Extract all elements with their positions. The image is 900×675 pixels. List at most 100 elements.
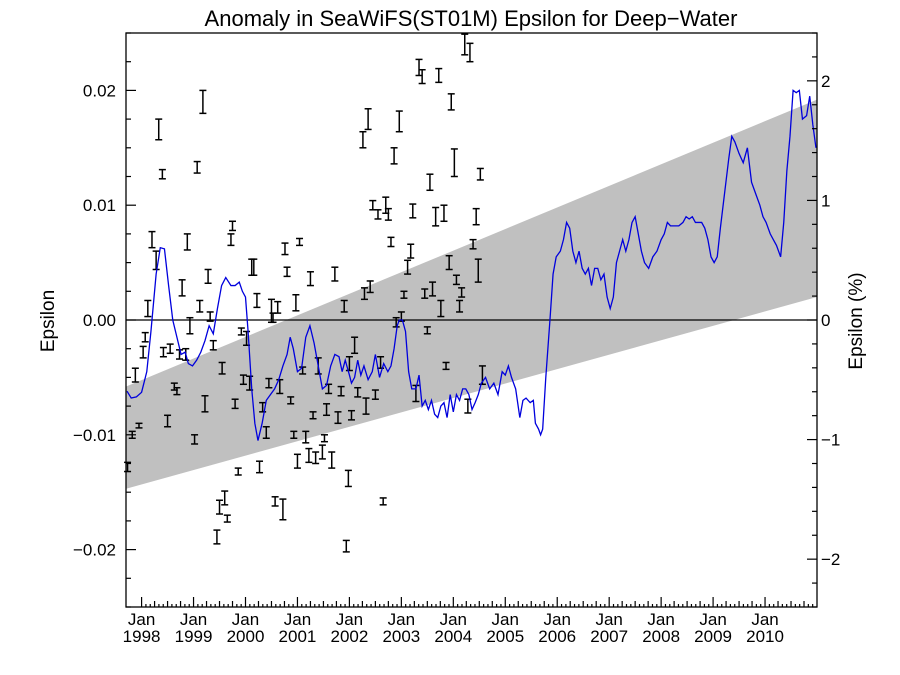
errorbar-point xyxy=(421,288,429,299)
y-right-tick-label: 2 xyxy=(821,72,830,91)
x-tick-year-label: 1999 xyxy=(175,627,213,646)
x-tick-year-label: 2002 xyxy=(330,627,368,646)
errorbar-point xyxy=(262,426,270,439)
x-tick-month-label: Jan xyxy=(336,610,363,629)
errorbar-point xyxy=(250,258,258,276)
errorbar-point xyxy=(281,242,289,256)
x-tick-month-label: Jan xyxy=(544,610,571,629)
x-tick-year-label: 2008 xyxy=(642,627,680,646)
errorbar-point xyxy=(178,279,186,297)
errorbar-point xyxy=(131,367,139,383)
errorbar-point xyxy=(199,89,207,115)
errorbar-point xyxy=(392,316,400,328)
x-tick-month-label: Jan xyxy=(284,610,311,629)
y-right-tick-label: 0 xyxy=(821,311,830,330)
errorbar-point xyxy=(318,444,326,460)
errorbar-point xyxy=(164,414,172,428)
chart-title: Anomaly in SeaWiFS(ST01M) Epsilon for De… xyxy=(205,6,738,31)
y-right-tick-label: −1 xyxy=(821,431,840,450)
errorbar-point xyxy=(152,250,160,271)
errorbar-point xyxy=(234,467,242,476)
errorbar-point xyxy=(148,230,156,249)
x-tick-year-label: 2001 xyxy=(279,627,317,646)
errorbar-point xyxy=(320,434,328,443)
x-tick-month-label: Jan xyxy=(492,610,519,629)
errorbar-point xyxy=(141,331,149,343)
errorbar-point xyxy=(323,403,331,417)
errorbar-point xyxy=(435,67,443,84)
x-tick-month-label: Jan xyxy=(699,610,726,629)
errorbar-point xyxy=(191,434,199,445)
errorbar-point xyxy=(309,411,317,420)
errorbar-point xyxy=(472,207,480,226)
errorbar-point xyxy=(213,529,221,545)
errorbar-point xyxy=(296,237,304,247)
errorbar-point xyxy=(274,300,282,314)
x-tick-month-label: Jan xyxy=(440,610,467,629)
errorbar-point xyxy=(216,499,224,515)
errorbar-point xyxy=(371,389,379,400)
errorbar-point xyxy=(287,396,295,405)
errorbar-point xyxy=(466,42,474,63)
errorbar-point xyxy=(374,209,382,220)
errorbar-point xyxy=(159,346,167,358)
errorbar-point xyxy=(206,311,214,322)
errorbar-point xyxy=(474,258,482,283)
errorbar-point xyxy=(400,290,408,299)
y-right-tick-label: −2 xyxy=(821,550,840,569)
errorbar-point xyxy=(155,118,163,141)
errorbar-point xyxy=(305,447,313,464)
errorbar-point xyxy=(395,110,403,133)
errorbar-point xyxy=(267,298,275,324)
errorbar-point xyxy=(379,497,387,506)
errorbar-point xyxy=(456,299,464,313)
errorbar-point xyxy=(302,430,310,444)
errorbar-point xyxy=(351,336,359,355)
errorbar-point xyxy=(369,199,377,211)
errorbar-point xyxy=(259,401,267,413)
errorbar-point xyxy=(183,233,191,251)
x-tick-month-label: Jan xyxy=(647,610,674,629)
errorbar-point xyxy=(387,236,395,248)
errorbar-point xyxy=(360,287,368,301)
errorbar-point xyxy=(173,386,181,396)
errorbar-point xyxy=(312,451,320,465)
trend-band xyxy=(126,99,817,489)
x-tick-year-label: 2003 xyxy=(382,627,420,646)
errorbar-point xyxy=(404,259,412,275)
errorbar-point xyxy=(345,355,353,372)
errorbar-point xyxy=(144,299,152,318)
x-tick-month-label: Jan xyxy=(751,610,778,629)
errorbar-point xyxy=(426,173,434,192)
errorbar-point xyxy=(223,514,231,523)
errorbar-point xyxy=(271,496,279,507)
errorbar-point xyxy=(347,409,355,421)
errorbar-point xyxy=(362,397,370,415)
errorbar-point xyxy=(209,339,217,351)
errorbar-point xyxy=(440,204,448,223)
y-tick-label: −0.01 xyxy=(73,426,116,445)
errorbar-point xyxy=(239,374,247,386)
errorbar-point xyxy=(196,299,204,313)
errorbar-point xyxy=(445,254,453,271)
errorbar-point xyxy=(186,316,194,335)
errorbar-point xyxy=(276,378,284,395)
errorbar-point xyxy=(328,451,336,469)
errorbar-point xyxy=(354,386,362,398)
errorbar-point xyxy=(306,271,314,287)
errorbar-point xyxy=(292,293,300,312)
x-tick-month-label: Jan xyxy=(180,610,207,629)
y-axis-label: Epsilon xyxy=(38,290,59,352)
plot-area xyxy=(124,33,817,553)
errorbar-point xyxy=(418,68,426,85)
errorbar-point xyxy=(231,398,239,410)
errorbar-point xyxy=(429,281,437,297)
errorbar-point xyxy=(407,243,415,259)
errorbar-point xyxy=(415,58,423,77)
errorbar-point xyxy=(337,385,345,397)
errorbar-point xyxy=(452,274,460,286)
errorbar-point xyxy=(256,460,264,474)
errorbar-point xyxy=(227,233,235,247)
